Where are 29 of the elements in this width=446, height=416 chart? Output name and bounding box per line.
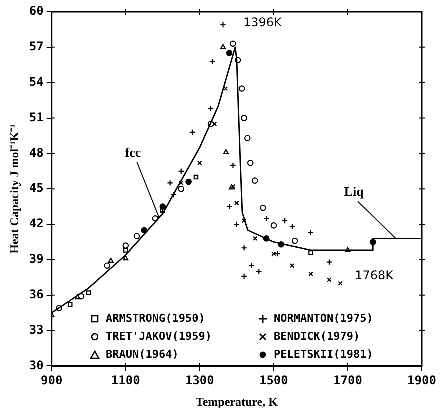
annotation: Liq — [344, 184, 365, 200]
x-tick-label: 1100 — [111, 374, 140, 388]
y-tick-label: 36 — [29, 287, 44, 302]
x-tick-label: 1300 — [185, 374, 214, 388]
y-tick-label: 60 — [29, 4, 44, 18]
legend-label: TRET'JAKOV(1959) — [106, 330, 212, 343]
y-tick-label: 33 — [29, 322, 44, 337]
legend-label: BRAUN(1964) — [106, 348, 179, 361]
legend-label: BENDICK(1979) — [274, 330, 360, 343]
y-tick-label: 51 — [29, 110, 44, 124]
y-axis-title: Heat Capacity J mol⁻¹K⁻¹ — [7, 124, 22, 254]
y-tick-label: 30 — [29, 358, 44, 372]
x-tick-label: 1700 — [334, 374, 362, 388]
annotation: fcc — [125, 144, 142, 160]
y-tick-label: 45 — [29, 181, 44, 196]
y-tick-label: 57 — [29, 40, 44, 54]
x-tick-label: 1900 — [408, 374, 436, 388]
annotation: 1396K — [243, 16, 283, 30]
legend-label: PELETSKII(1981) — [274, 348, 374, 361]
y-tick-label: 54 — [29, 74, 44, 89]
y-tick-label: 42 — [29, 216, 44, 231]
annotation: 1768K — [355, 268, 395, 283]
x-tick-label: 900 — [41, 374, 63, 388]
x-tick-label: 1500 — [259, 374, 288, 388]
x-axis-title: Temperature, K — [196, 394, 279, 409]
legend-label: NORMANTON(1975) — [274, 312, 374, 325]
legend-label: ARMSTRONG(1950) — [106, 312, 206, 325]
y-tick-label: 48 — [29, 146, 44, 160]
y-tick-label: 39 — [29, 252, 44, 266]
